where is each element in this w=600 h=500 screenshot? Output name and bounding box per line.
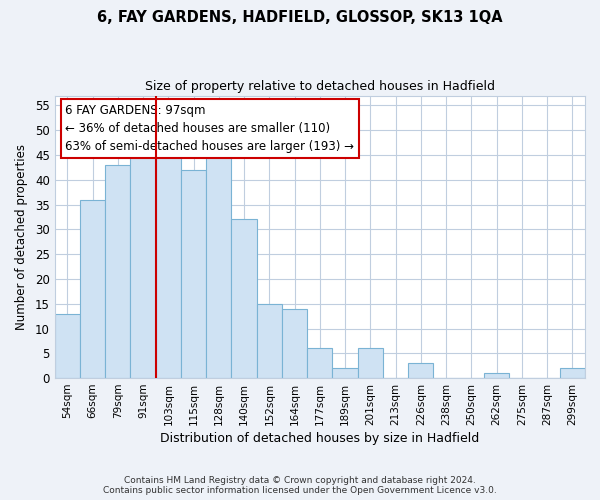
Bar <box>181 170 206 378</box>
Bar <box>130 150 155 378</box>
Bar <box>282 308 307 378</box>
Title: Size of property relative to detached houses in Hadfield: Size of property relative to detached ho… <box>145 80 495 93</box>
Bar <box>560 368 585 378</box>
Bar <box>358 348 383 378</box>
Bar <box>307 348 332 378</box>
Bar <box>80 200 105 378</box>
Text: Contains HM Land Registry data © Crown copyright and database right 2024.
Contai: Contains HM Land Registry data © Crown c… <box>103 476 497 495</box>
Y-axis label: Number of detached properties: Number of detached properties <box>15 144 28 330</box>
Bar <box>206 155 232 378</box>
Bar <box>232 220 257 378</box>
X-axis label: Distribution of detached houses by size in Hadfield: Distribution of detached houses by size … <box>160 432 479 445</box>
Text: 6, FAY GARDENS, HADFIELD, GLOSSOP, SK13 1QA: 6, FAY GARDENS, HADFIELD, GLOSSOP, SK13 … <box>97 10 503 25</box>
Bar <box>408 363 433 378</box>
Text: 6 FAY GARDENS: 97sqm
← 36% of detached houses are smaller (110)
63% of semi-deta: 6 FAY GARDENS: 97sqm ← 36% of detached h… <box>65 104 354 153</box>
Bar <box>484 373 509 378</box>
Bar <box>155 150 181 378</box>
Bar <box>105 165 130 378</box>
Bar <box>332 368 358 378</box>
Bar <box>55 314 80 378</box>
Bar <box>257 304 282 378</box>
